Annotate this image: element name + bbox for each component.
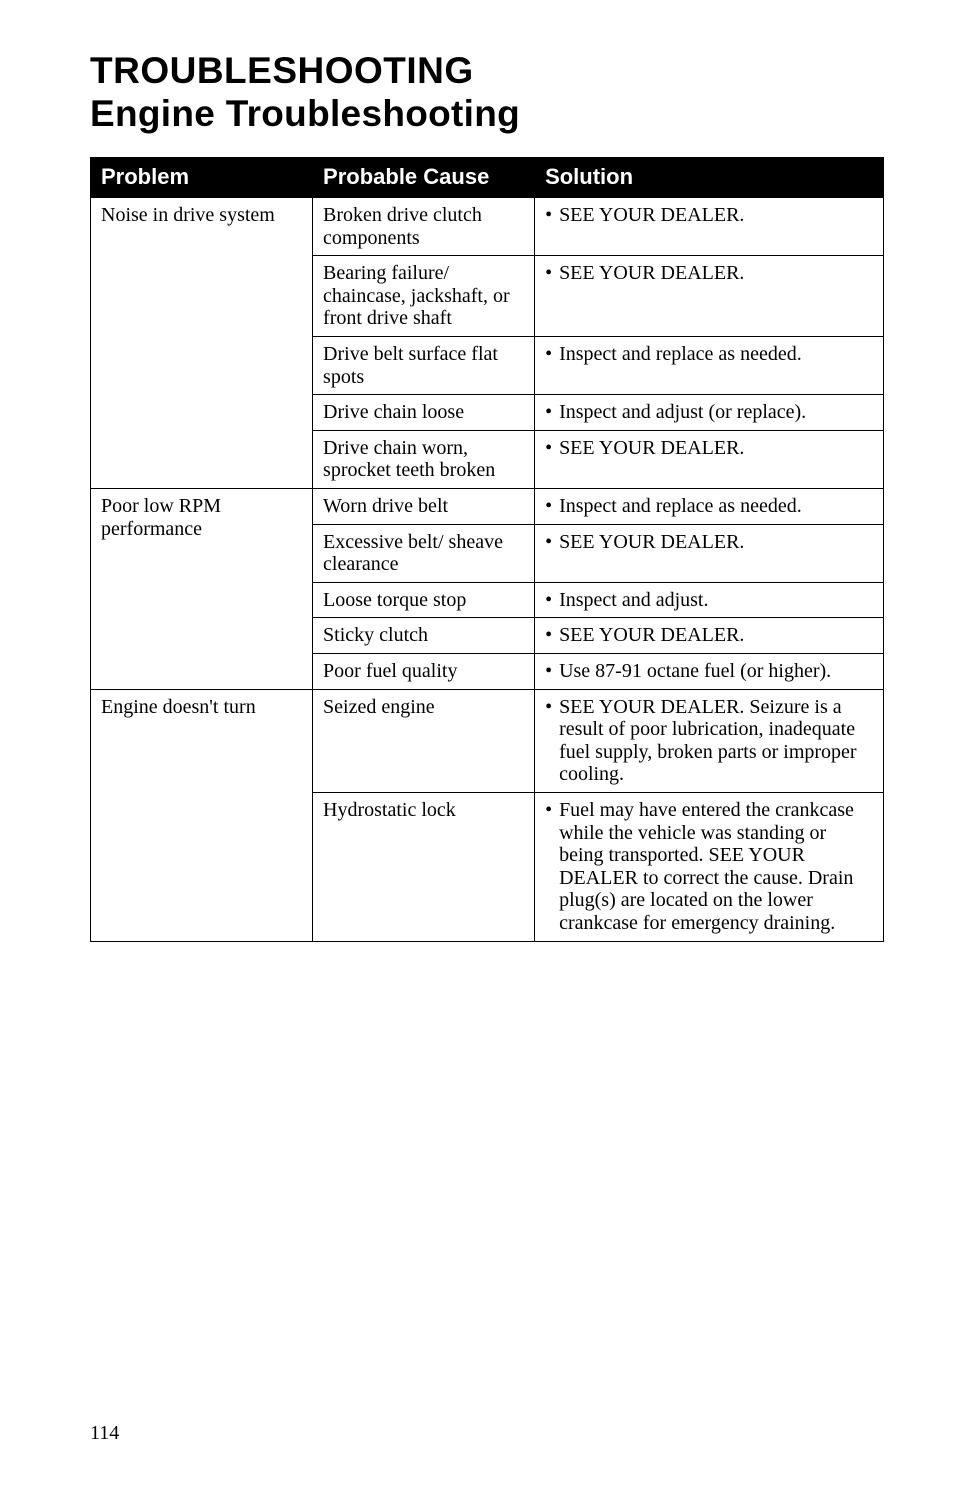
solution-text: Inspect and replace as needed.: [559, 343, 873, 366]
solution-cell: •SEE YOUR DEALER.: [535, 198, 884, 256]
problem-cell: Engine doesn't turn: [91, 689, 313, 941]
cause-cell: Drive chain loose: [313, 395, 535, 431]
header-solution: Solution: [535, 158, 884, 198]
solution-text: Inspect and adjust.: [559, 589, 873, 612]
solution-cell: •SEE YOUR DEALER.: [535, 618, 884, 654]
cause-cell: Drive belt surface flat spots: [313, 337, 535, 395]
bullet-icon: •: [545, 660, 559, 683]
solution-text: Inspect and adjust (or replace).: [559, 401, 873, 424]
bullet-icon: •: [545, 343, 559, 366]
cause-cell: Seized engine: [313, 689, 535, 792]
cause-cell: Hydrostatic lock: [313, 792, 535, 941]
solution-cell: •Inspect and adjust (or replace).: [535, 395, 884, 431]
cause-cell: Worn drive belt: [313, 489, 535, 525]
solution-text: SEE YOUR DEALER.: [559, 531, 873, 554]
cause-cell: Bearing failure/ chaincase, jackshaft, o…: [313, 256, 535, 337]
solution-text: Use 87-91 octane fuel (or higher).: [559, 660, 873, 683]
solution-cell: •Inspect and replace as needed.: [535, 337, 884, 395]
cause-cell: Drive chain worn, sprocket teeth broken: [313, 430, 535, 488]
bullet-icon: •: [545, 799, 559, 935]
solution-cell: •Inspect and replace as needed.: [535, 489, 884, 525]
bullet-icon: •: [545, 696, 559, 786]
header-problem: Problem: [91, 158, 313, 198]
solution-text: SEE YOUR DEALER.: [559, 204, 873, 227]
cause-cell: Broken drive clutch components: [313, 198, 535, 256]
cause-cell: Loose torque stop: [313, 582, 535, 618]
table-row: Noise in drive systemBroken drive clutch…: [91, 198, 884, 256]
solution-text: SEE YOUR DEALER.: [559, 437, 873, 460]
solution-cell: •SEE YOUR DEALER. Seizure is a result of…: [535, 689, 884, 792]
problem-cell: Noise in drive system: [91, 198, 313, 489]
table-body: Noise in drive systemBroken drive clutch…: [91, 198, 884, 941]
troubleshooting-table: Problem Probable Cause Solution Noise in…: [90, 157, 884, 941]
solution-text: SEE YOUR DEALER.: [559, 262, 873, 285]
bullet-icon: •: [545, 495, 559, 518]
solution-text: Inspect and replace as needed.: [559, 495, 873, 518]
solution-text: Fuel may have entered the crankcase whil…: [559, 799, 873, 935]
table-row: Engine doesn't turnSeized engine•SEE YOU…: [91, 689, 884, 792]
cause-cell: Poor fuel quality: [313, 654, 535, 690]
bullet-icon: •: [545, 624, 559, 647]
cause-cell: Excessive belt/ sheave clearance: [313, 524, 535, 582]
bullet-icon: •: [545, 262, 559, 285]
header-cause: Probable Cause: [313, 158, 535, 198]
bullet-icon: •: [545, 401, 559, 424]
bullet-icon: •: [545, 204, 559, 227]
table-row: Poor low RPM performanceWorn drive belt•…: [91, 489, 884, 525]
page-title: TROUBLESHOOTING: [90, 50, 884, 93]
solution-text: SEE YOUR DEALER. Seizure is a result of …: [559, 696, 873, 786]
cause-cell: Sticky clutch: [313, 618, 535, 654]
problem-cell: Poor low RPM performance: [91, 489, 313, 690]
solution-cell: •Use 87-91 octane fuel (or higher).: [535, 654, 884, 690]
table-header-row: Problem Probable Cause Solution: [91, 158, 884, 198]
bullet-icon: •: [545, 531, 559, 554]
page-number: 114: [90, 1422, 884, 1485]
bullet-icon: •: [545, 437, 559, 460]
solution-cell: •SEE YOUR DEALER.: [535, 524, 884, 582]
solution-cell: •SEE YOUR DEALER.: [535, 256, 884, 337]
solution-cell: •Fuel may have entered the crankcase whi…: [535, 792, 884, 941]
solution-cell: •Inspect and adjust.: [535, 582, 884, 618]
solution-text: SEE YOUR DEALER.: [559, 624, 873, 647]
solution-cell: •SEE YOUR DEALER.: [535, 430, 884, 488]
bullet-icon: •: [545, 589, 559, 612]
page-subtitle: Engine Troubleshooting: [90, 93, 884, 136]
